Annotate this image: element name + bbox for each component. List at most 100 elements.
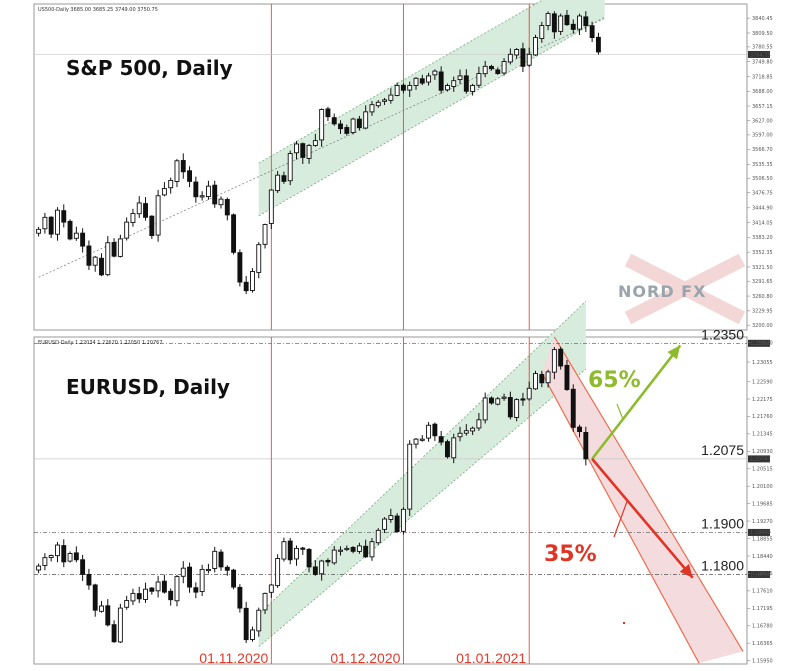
sp500-candle xyxy=(174,159,180,188)
eurusd-candle-body-up xyxy=(501,396,507,399)
sp500-candle-body-down xyxy=(80,232,86,247)
eurusd-candle xyxy=(451,433,457,464)
eurusd-candle-body-up xyxy=(407,443,413,510)
sp500-candle-body-up xyxy=(73,232,79,239)
sp500-candle-body-up xyxy=(262,224,268,245)
eurusd-candle xyxy=(92,583,98,617)
sp500-candle-body-down xyxy=(583,16,589,27)
sp500-candle-body-up xyxy=(155,195,161,236)
eurusd-y-tick-label: 1.19270 xyxy=(752,519,773,525)
sp500-candle xyxy=(470,83,476,96)
sp500-candle xyxy=(551,11,557,39)
eurusd-candle-body-up xyxy=(482,397,488,421)
eurusd-candle xyxy=(136,586,142,604)
eurusd-candle-body-up xyxy=(388,515,394,520)
sp500-candle-body-up xyxy=(577,15,582,30)
eurusd-candle-body-down xyxy=(243,607,249,641)
sp500-candle-body-down xyxy=(111,242,117,257)
eurusd-level-tag-box xyxy=(748,455,770,463)
eurusd-candle xyxy=(149,587,155,595)
eurusd-y-tick-label: 1.15950 xyxy=(752,658,773,664)
scenario-arrow-head xyxy=(667,345,681,360)
sp500-candle-body-up xyxy=(124,221,130,239)
sp500-candle xyxy=(287,150,293,186)
sp500-candle xyxy=(595,32,601,55)
eurusd-candle xyxy=(55,542,60,563)
sp500-candle xyxy=(193,176,199,203)
sp500-candle xyxy=(482,60,488,78)
sp500-candle xyxy=(375,100,381,108)
eurusd-price-axis[interactable]: 1.23520 1.23055 1.22590 1.22175 1.21760 1.213… xyxy=(747,340,773,664)
eurusd-candle-body-down xyxy=(161,580,167,593)
eurusd-candle-body-up xyxy=(117,607,123,643)
eurusd-candle xyxy=(250,626,255,642)
sp500-candle xyxy=(187,166,193,188)
eurusd-candle-body-down xyxy=(218,551,224,568)
logo-text: NORD FX xyxy=(618,282,706,301)
eurusd-channel-upper-line xyxy=(258,300,587,615)
eurusd-y-tick-label: 1.20930 xyxy=(752,449,773,455)
sp500-candle xyxy=(105,236,111,277)
sp500-plot-frame xyxy=(33,3,748,331)
sp500-candle xyxy=(199,191,205,201)
eurusd-candle xyxy=(187,562,193,593)
eurusd-candle-body-down xyxy=(237,586,243,609)
eurusd-candle-body-down xyxy=(92,584,98,611)
eurusd-date-label: 01.01.2021 xyxy=(456,650,526,666)
eurusd-candle xyxy=(199,564,205,596)
sp500-candle-body-up xyxy=(451,80,457,87)
sp500-candle-body-up xyxy=(388,94,394,101)
sp500-candle xyxy=(67,219,73,241)
sp500-title: S&P 500, Daily xyxy=(66,56,233,80)
eurusd-channel-fill xyxy=(258,301,586,647)
eurusd-date-label: 01.12.2020 xyxy=(330,650,400,666)
sp500-price-axis[interactable]: 3840.45 3809.50 3780.55 3749.80 3718.85 3688.… xyxy=(747,16,773,329)
sp500-candles xyxy=(36,9,601,294)
sp500-candle xyxy=(501,58,507,76)
nordfx-logo: NORD FX xyxy=(618,253,746,325)
eurusd-candle xyxy=(356,542,362,554)
eurusd-candle-body-down xyxy=(363,545,369,558)
eurusd-candle-body-up xyxy=(344,547,350,551)
sp500-candle xyxy=(583,11,589,33)
eurusd-candle-body-up xyxy=(99,605,104,612)
eurusd-candle-body-up xyxy=(262,592,268,611)
eurusd-candle-body-down xyxy=(558,348,564,367)
eurusd-candle xyxy=(394,513,400,533)
sp500-candle xyxy=(451,76,457,92)
sp500-candle-body-up xyxy=(369,104,375,113)
eurusd-candle xyxy=(501,393,507,401)
eurusd-candles xyxy=(36,346,589,644)
eurusd-candle xyxy=(36,563,42,574)
sp500-candle-body-up xyxy=(174,160,180,182)
sp500-candle-body-up xyxy=(287,153,293,182)
sp500-candle xyxy=(419,74,425,86)
eurusd-candle-body-down xyxy=(432,423,438,437)
sp500-candle-body-up xyxy=(117,238,123,257)
sp500-candle-body-down xyxy=(231,214,237,253)
sp500-y-tick-label: 3749.80 xyxy=(752,59,773,65)
eurusd-level-label: 1.1900 xyxy=(701,515,744,531)
eurusd-candle xyxy=(231,568,237,590)
sp500-candle xyxy=(92,255,98,272)
eurusd-candle-body-down xyxy=(489,397,494,404)
sp500-candle xyxy=(526,47,532,68)
sp500-candle-body-up xyxy=(413,77,419,86)
sp500-candle-body-up xyxy=(136,202,142,215)
eurusd-candle xyxy=(432,422,438,441)
eurusd-candle xyxy=(161,574,167,594)
sp500-candle-body-up xyxy=(526,53,532,66)
eurusd-candle-body-up xyxy=(382,518,387,530)
eurusd-level-tag-label: 1.20767 xyxy=(750,457,771,463)
sp500-candle xyxy=(331,113,337,126)
sp500-y-tick-label: 3444.90 xyxy=(752,206,773,212)
sp500-candle-body-down xyxy=(438,71,444,91)
eurusd-candle xyxy=(218,549,224,571)
eurusd-candle-body-up xyxy=(331,549,337,564)
eurusd-candle-body-down xyxy=(394,515,400,533)
eurusd-y-tick-label: 1.18855 xyxy=(752,536,773,542)
sp500-candle-body-up xyxy=(382,99,387,102)
sp500-candle-body-up xyxy=(350,118,356,133)
sp500-candle xyxy=(111,238,117,258)
sp500-candle xyxy=(86,240,92,271)
